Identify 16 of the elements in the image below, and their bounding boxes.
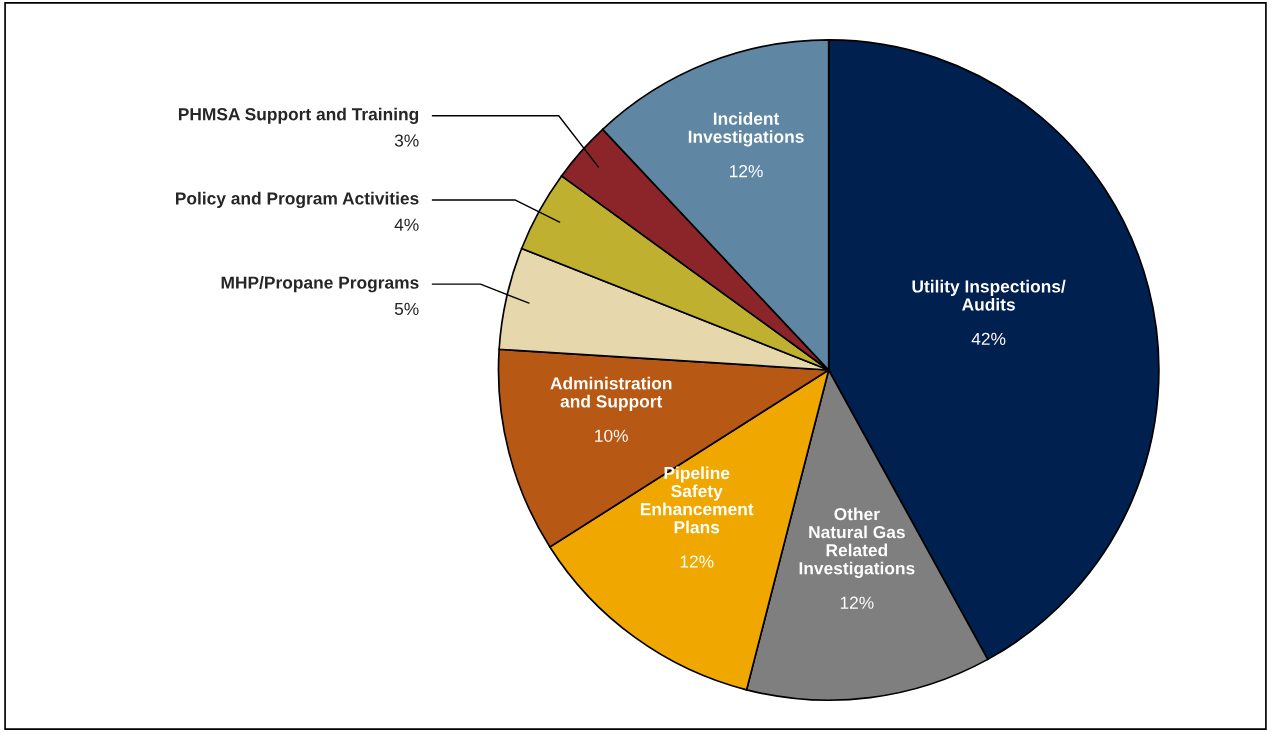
slice-label: Incident Investigations (688, 112, 804, 147)
slice-label: Other Natural Gas Related Investigations (799, 507, 915, 578)
data-label: 3% (394, 134, 419, 147)
data-label: 42% (971, 332, 1006, 345)
slice-label: Utility Inspections/ Audits (912, 279, 1066, 311)
data-label: 12% (840, 596, 874, 609)
slice-label: MHP/Propane Programs (221, 276, 419, 293)
slice-label: PHMSA Support and Training (178, 107, 419, 124)
slice-label: Administration and Support (550, 376, 672, 412)
data-label: 10% (595, 429, 628, 442)
data-label: 4% (394, 218, 419, 231)
data-label: 12% (680, 555, 714, 568)
data-label: 5% (394, 302, 419, 316)
slice-label: Pipeline Safety Enhancement Plans (640, 466, 754, 534)
slice-label: Policy and Program Activities (175, 191, 419, 209)
data-label: 12% (729, 165, 763, 178)
